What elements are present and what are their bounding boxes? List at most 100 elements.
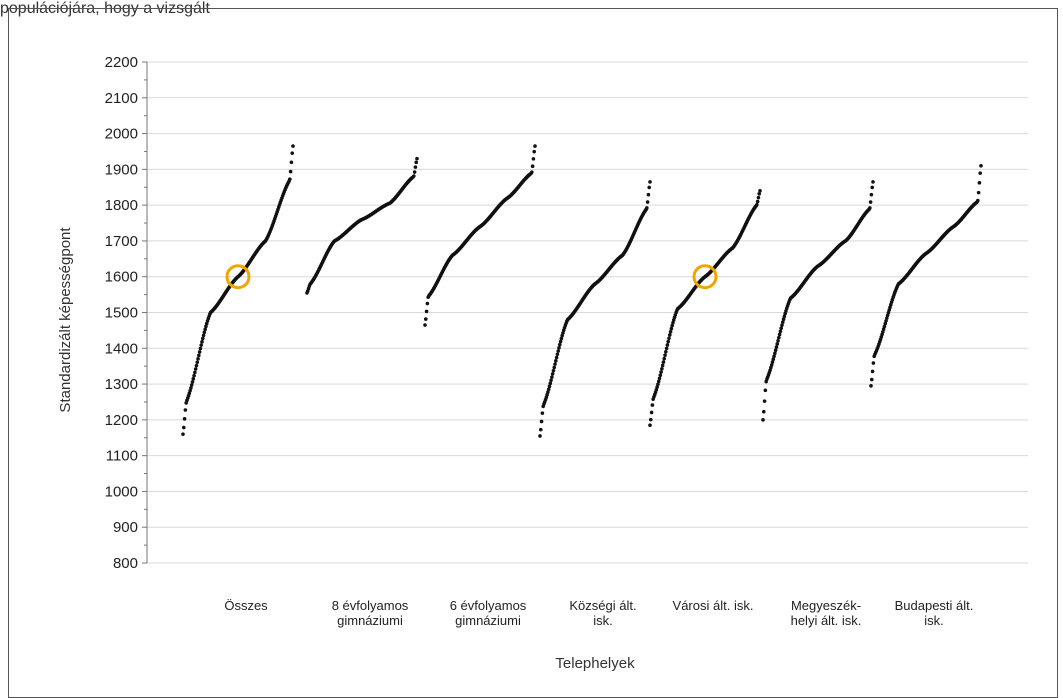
data-point [655,385,659,389]
data-point [546,387,551,392]
y-tick-label: 1400 [105,340,138,357]
x-category-label: Megyeszék- [791,598,861,613]
y-tick-label: 1300 [105,376,138,393]
data-point [761,409,766,414]
data-point [181,425,186,430]
data-point [202,330,207,335]
data-point [779,326,784,331]
data-point [290,151,295,155]
data-point [781,317,786,322]
data-point [197,350,202,354]
data-point [671,320,675,325]
data-point [423,323,427,327]
data-point [645,206,649,210]
data-point [191,377,196,381]
data-point [555,352,560,357]
data-point [775,342,780,346]
y-tick-label: 1100 [106,448,138,465]
data-point [550,375,554,379]
data-point [777,332,782,337]
data-point [413,165,418,169]
data-point [194,363,199,368]
data-point [758,189,762,193]
data-point [649,410,654,415]
data-point [869,384,873,388]
data-point [755,199,760,204]
x-category-label: gimnáziumi [455,613,521,628]
data-point [291,144,295,148]
data-point [769,363,774,367]
data-point [871,361,876,365]
data-point [869,192,874,197]
y-tick-label: 1600 [105,269,138,286]
x-category-label: Városi ált. isk. [673,598,754,613]
data-point [656,379,661,384]
data-point [663,353,667,358]
data-point [193,367,198,371]
data-point [661,360,666,364]
highlight-circle [225,264,251,290]
y-tick-label: 2000 [105,126,138,143]
y-tick-label: 1700 [105,233,138,250]
data-point [773,351,777,356]
data-point [412,174,416,178]
x-category-label: 8 évfolyamos [332,598,409,613]
data-point [188,388,192,393]
data-point [870,369,875,374]
data-point [660,366,664,371]
data-point [658,373,663,378]
data-point [189,383,194,387]
data-point [771,357,776,362]
data-point [554,355,559,360]
data-point [884,319,888,323]
data-point [755,202,759,207]
data-point [552,365,557,370]
data-point [556,349,561,353]
y-tick-label: 1200 [105,412,138,429]
data-point [424,309,429,314]
y-axis-title: Standardizált képességpont [57,227,74,413]
data-point [772,354,776,359]
data-point [538,434,542,438]
data-point [667,336,671,341]
data-point [871,180,875,184]
data-point [886,310,891,315]
data-point [757,191,762,196]
data-point [665,343,670,347]
data-point [761,418,765,422]
data-point [773,348,778,352]
data-point [200,340,204,344]
data-point [776,338,780,343]
data-point [780,320,785,324]
data-point [182,417,187,421]
y-tick-label: 2100 [105,90,138,107]
data-point [646,192,651,197]
data-point [756,195,761,200]
data-point [883,321,888,326]
data-point [539,419,544,424]
data-point [530,170,534,174]
y-tick-label: 1900 [105,161,138,178]
y-tick-label: 1500 [105,305,138,322]
data-point [553,362,557,366]
x-category-label: Községi ált. [569,598,636,613]
data-point [425,301,430,306]
data-point [557,342,562,347]
data-point [193,370,197,375]
data-point [192,373,196,378]
data-point [657,376,662,381]
data-point [554,359,558,363]
data-point [204,324,208,329]
data-point [423,317,428,321]
data-point [647,185,652,190]
y-tick-label: 800 [113,555,138,572]
data-point [198,346,203,351]
data-point [203,327,207,332]
data-point [770,360,775,364]
data-point [868,200,873,204]
data-point [533,144,537,148]
data-point [648,417,653,422]
data-point [547,384,552,389]
data-point [183,408,188,412]
